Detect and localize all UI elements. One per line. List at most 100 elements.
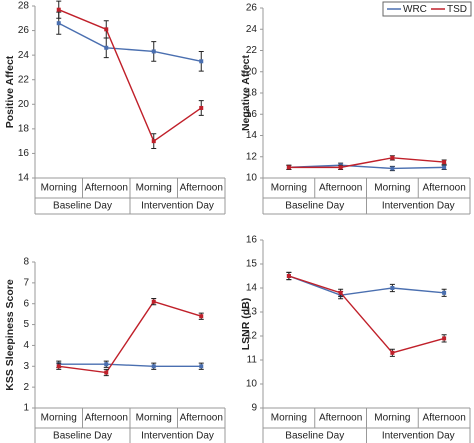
- series-line: [58, 9, 202, 143]
- legend-label: TSD: [447, 4, 467, 15]
- point: [442, 165, 447, 170]
- y-tick-label: 9: [251, 403, 257, 414]
- point: [104, 27, 109, 32]
- point: [151, 299, 156, 304]
- series-line: [58, 22, 202, 62]
- y-tick-label: 11: [247, 355, 258, 366]
- y-tick-label: 24: [18, 50, 30, 61]
- y-tick-label: 13: [246, 307, 258, 318]
- point: [442, 336, 447, 341]
- point: [199, 314, 204, 319]
- point: [199, 59, 204, 64]
- group-label: Intervention Day: [382, 201, 455, 212]
- y-tick-label: 22: [246, 45, 258, 56]
- x-tick-label: Afternoon: [85, 413, 128, 424]
- point: [286, 165, 291, 170]
- y-tick-label: 26: [246, 3, 258, 14]
- y-axis-label: KSS Sleepiness Score: [4, 279, 16, 391]
- x-tick-label: Morning: [41, 183, 77, 194]
- x-tick-label: Afternoon: [422, 413, 465, 424]
- group-label: Baseline Day: [53, 201, 112, 212]
- y-tick-label: 14: [246, 283, 258, 294]
- y-tick-label: 16: [18, 148, 30, 159]
- x-tick-label: Morning: [41, 413, 77, 424]
- point: [104, 45, 109, 50]
- y-tick-label: 16: [246, 109, 258, 120]
- group-label: Baseline Day: [53, 431, 112, 442]
- y-tick-label: 2: [23, 382, 29, 393]
- point: [338, 290, 343, 295]
- series-line: [58, 300, 202, 374]
- y-tick-label: 1: [23, 403, 29, 414]
- point: [286, 274, 291, 278]
- point: [151, 139, 156, 144]
- group-label: Intervention Day: [382, 431, 455, 442]
- x-tick-label: Afternoon: [319, 183, 362, 194]
- y-tick-label: 14: [18, 173, 30, 184]
- x-tick-label: Afternoon: [180, 183, 223, 194]
- point: [442, 160, 447, 165]
- point: [56, 21, 61, 26]
- y-tick-label: 10: [246, 173, 258, 184]
- point: [104, 362, 109, 367]
- point: [104, 370, 109, 375]
- y-tick-label: 6: [23, 298, 29, 309]
- group-label: Baseline Day: [285, 431, 344, 442]
- series-line: [288, 157, 445, 169]
- point: [56, 364, 61, 369]
- series-line: [288, 275, 445, 354]
- y-tick-label: 4: [23, 340, 29, 351]
- x-tick-label: Morning: [136, 413, 172, 424]
- y-tick-label: 18: [18, 123, 30, 134]
- group-label: Intervention Day: [141, 431, 214, 442]
- legend-box: [382, 1, 472, 17]
- y-tick-label: 14: [246, 130, 258, 141]
- y-tick-label: 24: [246, 24, 258, 35]
- x-tick-label: Morning: [136, 183, 172, 194]
- legend-label: WRC: [403, 4, 427, 15]
- point: [56, 7, 61, 12]
- y-tick-label: 16: [246, 235, 258, 246]
- x-tick-label: Morning: [271, 183, 307, 194]
- x-tick-label: Morning: [374, 183, 410, 194]
- x-tick-label: Afternoon: [85, 183, 128, 194]
- point: [390, 166, 395, 171]
- series-line: [58, 363, 202, 367]
- series-line: [288, 164, 445, 170]
- y-tick-label: 3: [23, 361, 29, 372]
- point: [199, 105, 204, 110]
- series-line: [288, 275, 445, 296]
- group-label: Intervention Day: [141, 201, 214, 212]
- y-tick-label: 10: [246, 379, 258, 390]
- x-tick-label: Afternoon: [180, 413, 223, 424]
- x-tick-label: Afternoon: [422, 183, 465, 194]
- point: [390, 350, 395, 355]
- y-tick-label: 15: [246, 259, 258, 270]
- y-axis-label: Negative Affect: [240, 54, 252, 131]
- point: [338, 165, 343, 170]
- point: [390, 155, 395, 160]
- x-tick-label: Morning: [374, 413, 410, 424]
- y-tick-label: 20: [18, 99, 30, 110]
- y-axis-label: LSNR (dB): [240, 298, 252, 351]
- point: [151, 49, 156, 54]
- y-tick-label: 20: [246, 66, 258, 77]
- point: [151, 364, 156, 369]
- y-tick-label: 5: [23, 319, 29, 330]
- x-tick-label: Afternoon: [319, 413, 362, 424]
- y-axis-label: Positive Affect: [4, 55, 16, 128]
- y-tick-label: 12: [246, 331, 258, 342]
- y-tick-label: 7: [23, 277, 29, 288]
- y-tick-label: 28: [18, 1, 30, 12]
- y-tick-label: 12: [246, 151, 258, 162]
- y-tick-label: 22: [18, 74, 30, 85]
- point: [199, 364, 204, 369]
- x-tick-label: Morning: [271, 413, 307, 424]
- y-tick-label: 26: [18, 25, 30, 36]
- point: [390, 286, 395, 290]
- y-tick-label: 18: [246, 88, 258, 99]
- point: [442, 290, 447, 295]
- group-label: Baseline Day: [285, 201, 344, 212]
